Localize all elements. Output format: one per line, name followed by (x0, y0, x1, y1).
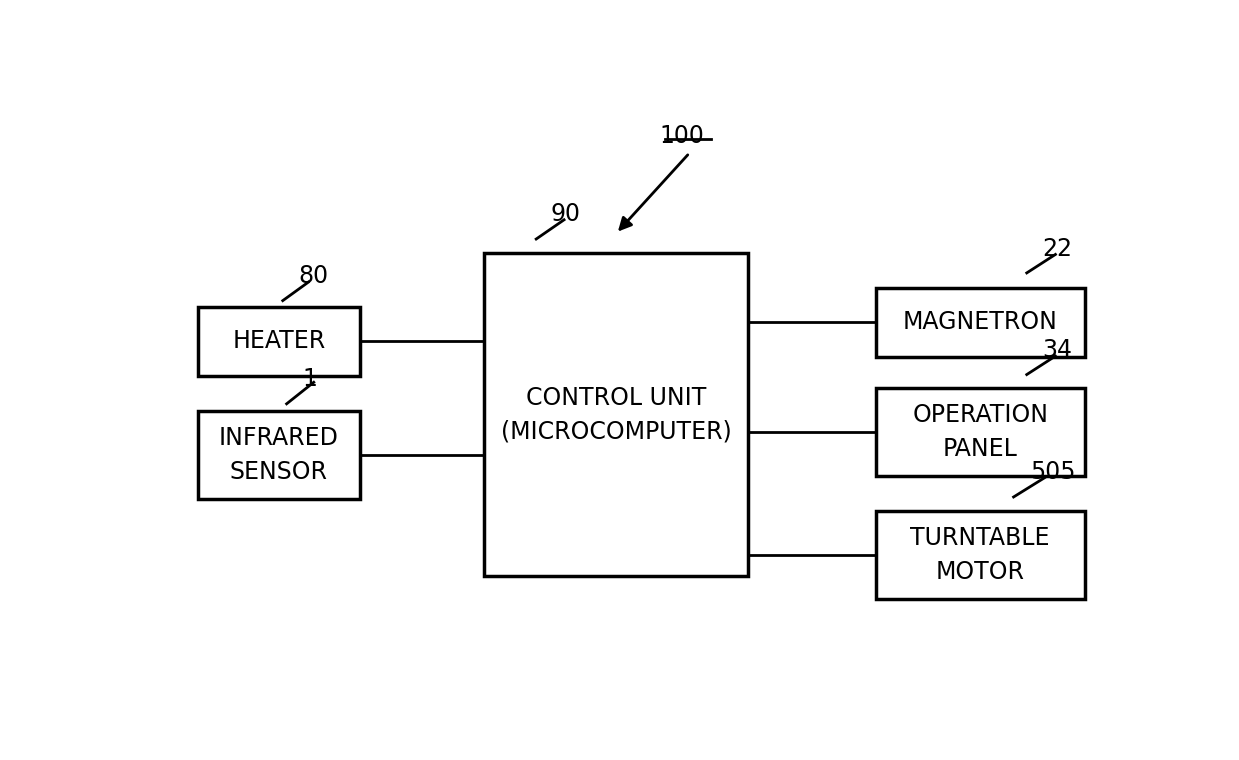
Text: TURNTABLE
MOTOR: TURNTABLE MOTOR (911, 527, 1049, 584)
Bar (484, 253, 748, 576)
Text: 1: 1 (302, 368, 317, 391)
Text: INFRARED
SENSOR: INFRARED SENSOR (219, 426, 338, 484)
Text: 90: 90 (550, 202, 580, 226)
Text: 22: 22 (1042, 236, 1072, 261)
Text: 100: 100 (659, 124, 704, 147)
Text: 34: 34 (1042, 338, 1072, 363)
Bar (876, 287, 1085, 357)
Text: OPERATION
PANEL: OPERATION PANEL (912, 403, 1048, 461)
Text: CONTROL UNIT
(MICROCOMPUTER): CONTROL UNIT (MICROCOMPUTER) (501, 386, 731, 443)
Bar (197, 410, 361, 499)
Text: 505: 505 (1031, 460, 1077, 484)
Text: HEATER: HEATER (232, 329, 326, 353)
Bar (876, 388, 1085, 477)
Bar (876, 511, 1085, 600)
Text: 80: 80 (299, 264, 328, 287)
Bar (197, 307, 361, 376)
Text: MAGNETRON: MAGNETRON (903, 310, 1058, 334)
